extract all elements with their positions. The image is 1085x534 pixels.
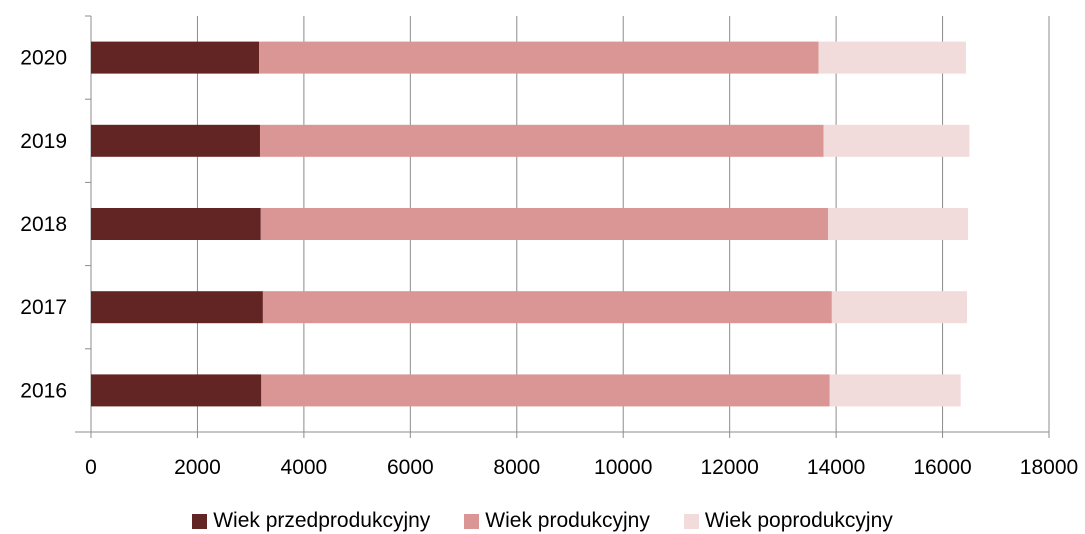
x-tick-label: 12000 [700,456,758,479]
bar-2018-series-0 [91,208,261,240]
x-tick-label: 8000 [493,456,540,479]
x-tick-label: 4000 [281,456,328,479]
legend-swatch-produkcyjny [464,513,480,529]
bar-2020-series-1 [259,41,819,74]
legend-label-poprodukcyjny: Wiek poprodukcyjny [704,509,893,532]
x-tick-label: 16000 [913,456,971,479]
legend-item-poprodukcyjny: Wiek poprodukcyjny [683,509,893,533]
y-tick-label-2017: 2017 [20,296,67,319]
bar-2016-series-1 [261,374,830,407]
bar-2020-series-0 [91,41,260,74]
x-tick-label: 18000 [1020,456,1078,479]
bar-2016-series-0 [91,374,262,407]
bar-2018-series-2 [828,208,969,240]
legend-label-przedprodukcyjny: Wiek przedprodukcyjny [213,509,431,532]
x-tick-label: 10000 [594,456,652,479]
y-tick-label-2019: 2019 [20,130,67,153]
bar-2019-series-0 [91,124,260,157]
legend-label-produkcyjny: Wiek produkcyjny [485,509,650,532]
bar-2020-series-2 [818,41,966,74]
x-tick-label: 0 [85,456,97,479]
legend-swatch-przedprodukcyjny [192,513,208,529]
x-tick-label: 14000 [807,456,865,479]
legend-swatch-poprodukcyjny [683,513,699,529]
bar-2017-series-2 [831,291,968,324]
bar-2016-series-2 [829,374,961,407]
x-tick-label: 2000 [174,456,221,479]
chart-legend: Wiek przedprodukcyjny Wiek produkcyjny W… [0,508,1085,534]
legend-item-przedprodukcyjny: Wiek przedprodukcyjny [192,509,430,533]
y-tick-label-2016: 2016 [20,379,67,402]
x-tick-label: 6000 [387,456,434,479]
bar-2019-series-2 [823,124,970,157]
legend-item-produkcyjny: Wiek produkcyjny [464,509,650,533]
y-tick-label-2018: 2018 [20,213,67,236]
bar-2019-series-1 [259,124,824,157]
bar-2017-series-1 [262,291,832,324]
y-tick-label-2020: 2020 [20,47,67,70]
bar-2018-series-1 [260,208,829,240]
bar-2017-series-0 [91,291,263,324]
